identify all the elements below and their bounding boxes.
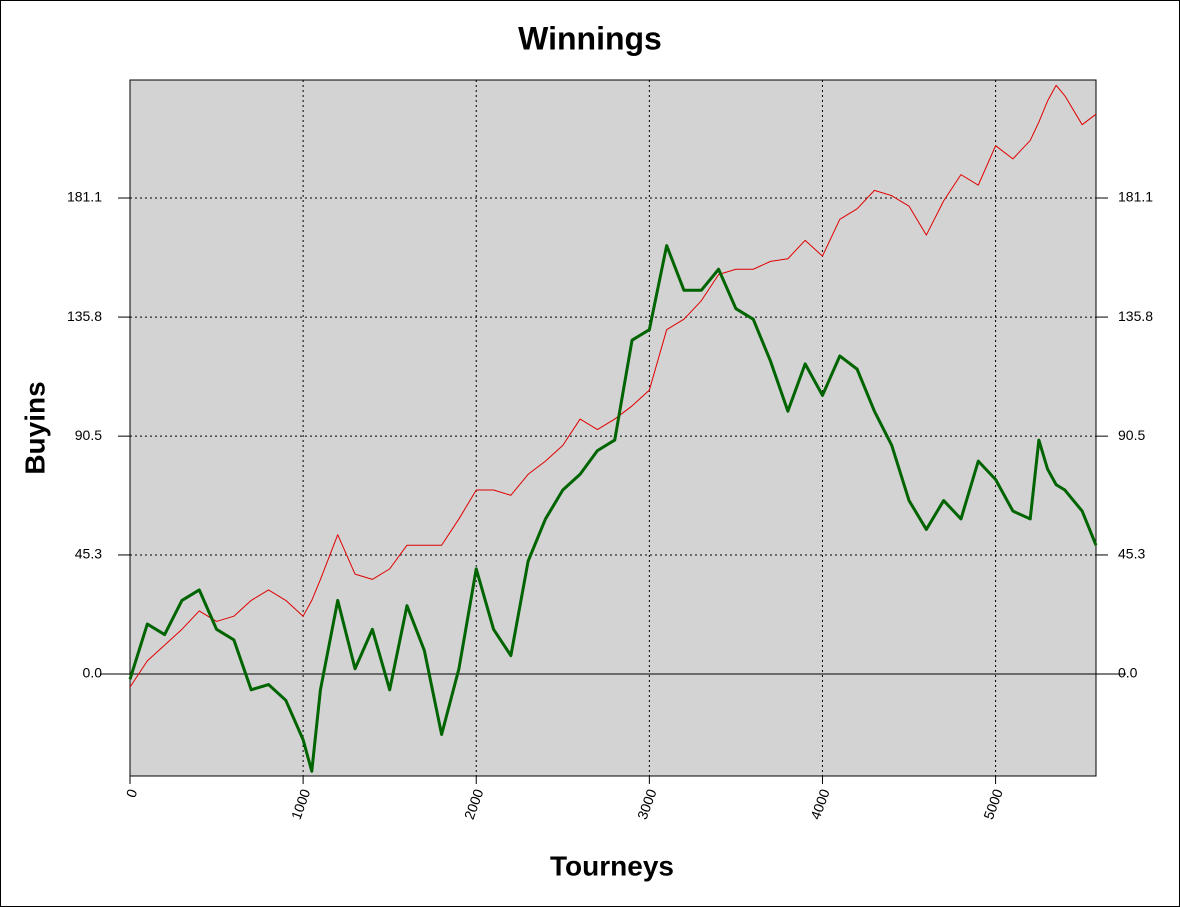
line-series bbox=[128, 244, 1098, 773]
y-tick-label: 135.8 bbox=[67, 308, 102, 324]
y-tick-label-right: 135.8 bbox=[1118, 308, 1153, 324]
x-axis-title: Tourneys bbox=[550, 850, 674, 881]
y-tick-label: 181.1 bbox=[67, 189, 102, 205]
y-tick-label: 90.5 bbox=[75, 427, 102, 443]
y-tick-label: 45.3 bbox=[75, 546, 102, 562]
y-tick-label-right: 181.1 bbox=[1118, 189, 1153, 205]
y-tick-label-right: 0.0 bbox=[1118, 665, 1138, 681]
y-axis-title: Buyins bbox=[19, 381, 50, 474]
plot-area bbox=[129, 79, 1097, 777]
line-series bbox=[129, 84, 1097, 688]
y-tick-label-right: 90.5 bbox=[1118, 427, 1145, 443]
chart-title: Winnings bbox=[518, 20, 662, 56]
y-tick-label: 0.0 bbox=[83, 665, 103, 681]
y-tick-label-right: 45.3 bbox=[1118, 546, 1145, 562]
